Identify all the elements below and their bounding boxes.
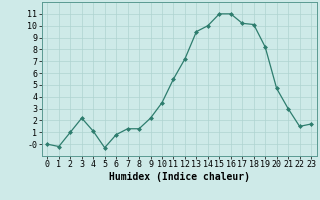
X-axis label: Humidex (Indice chaleur): Humidex (Indice chaleur) xyxy=(109,172,250,182)
